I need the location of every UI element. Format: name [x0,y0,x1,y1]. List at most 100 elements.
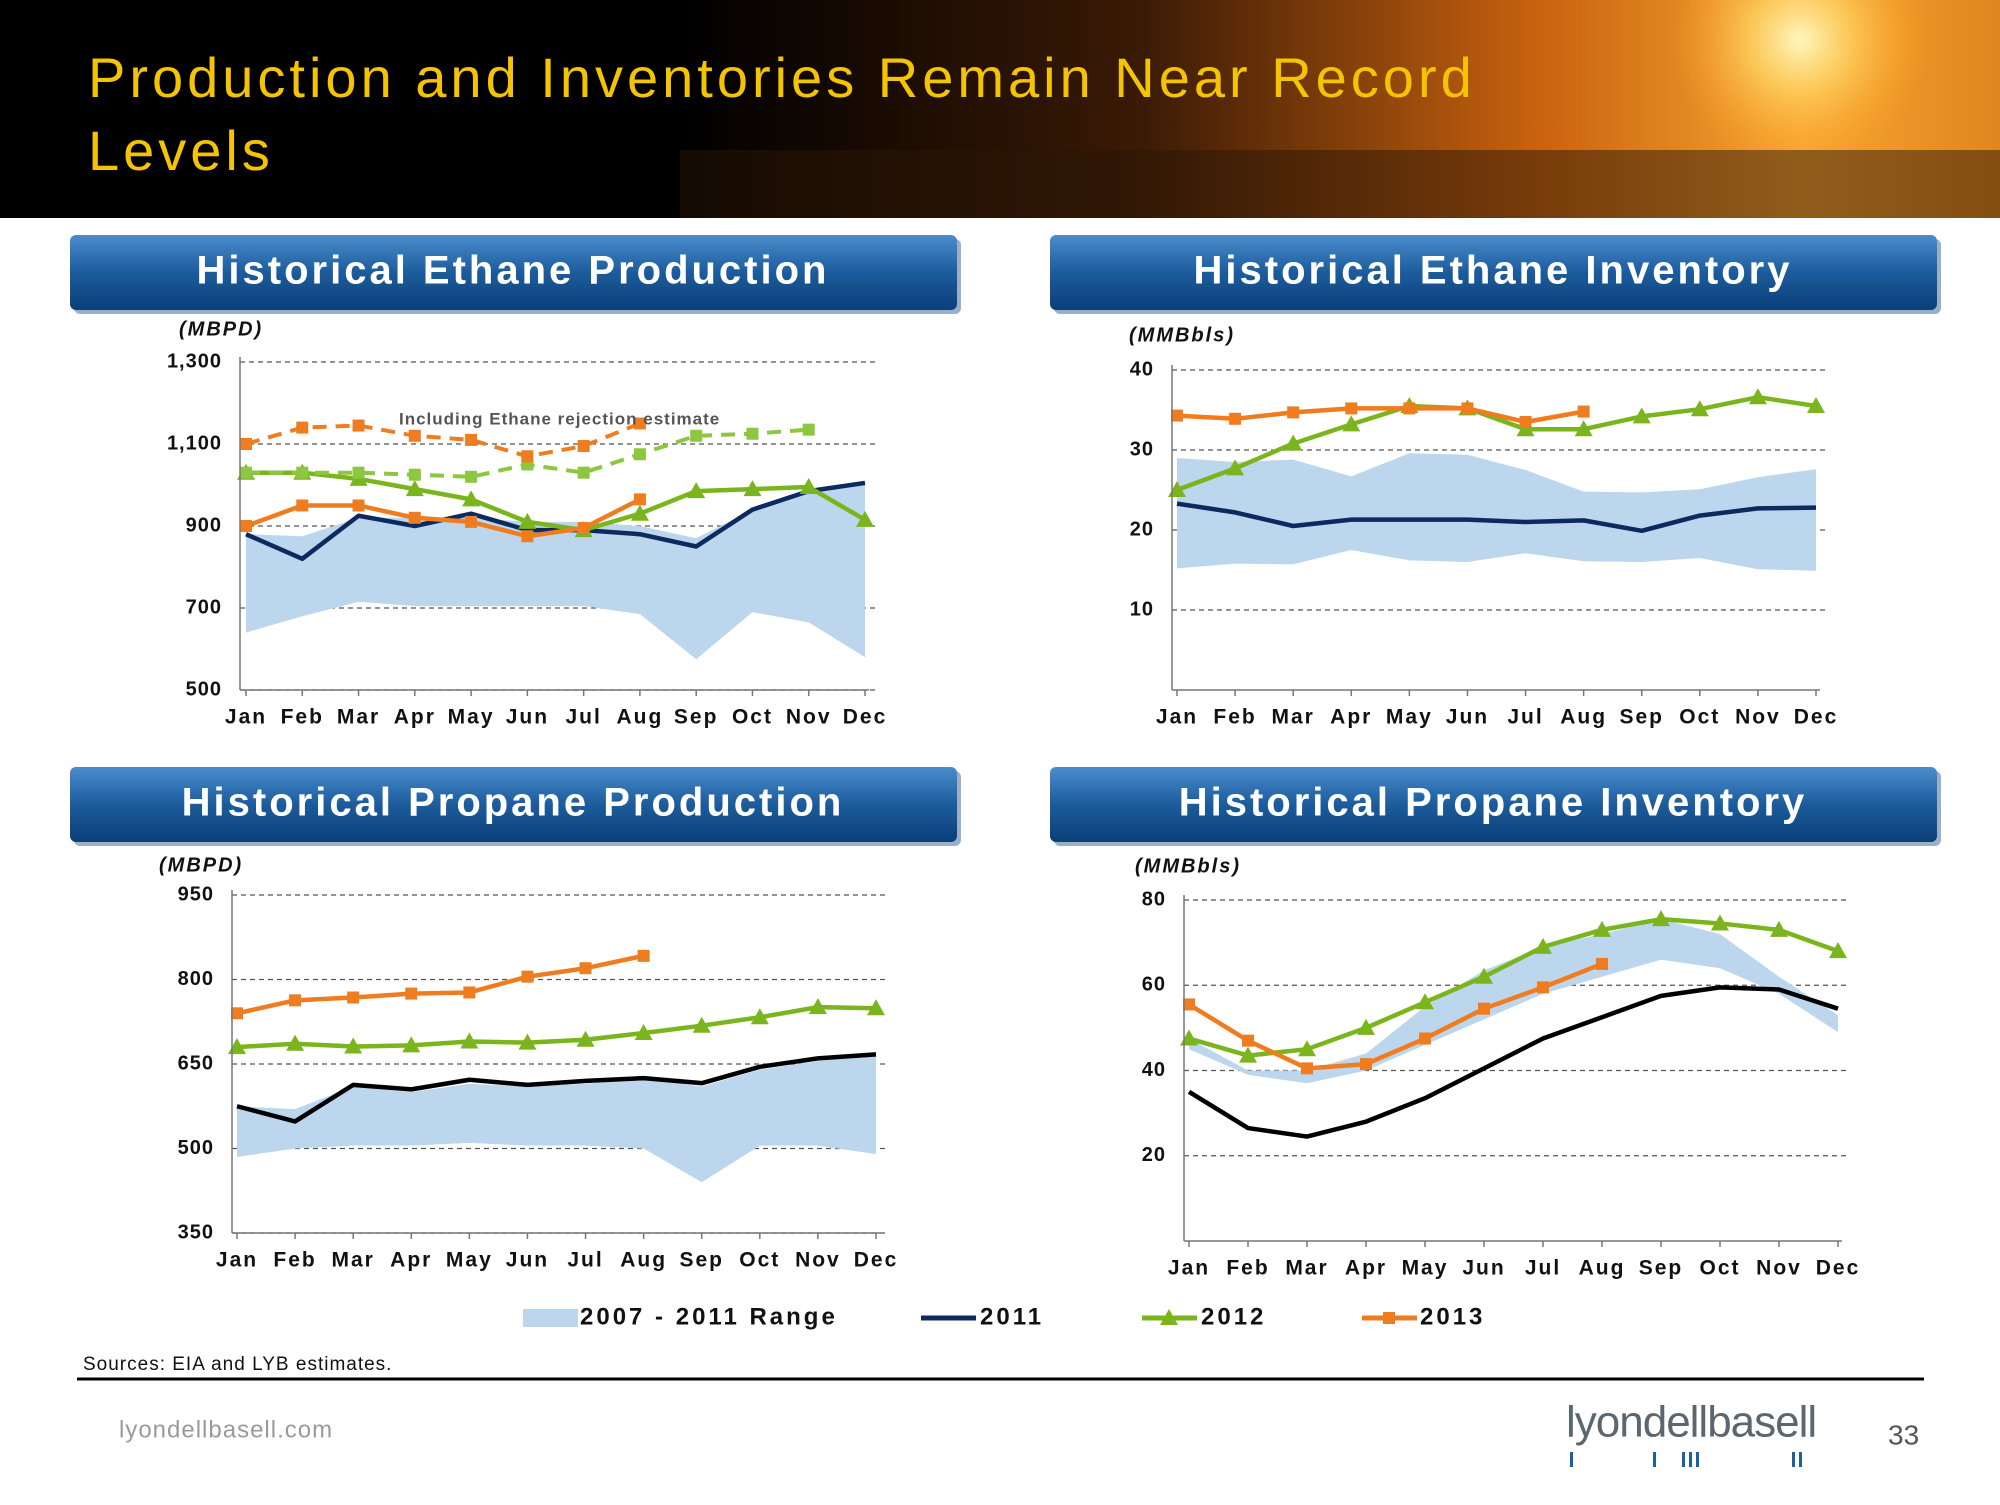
marker [1519,416,1532,428]
marker [286,1034,305,1051]
dashed-line [245,421,641,459]
x-tick-label: Jun [506,706,549,729]
marker [1345,402,1358,415]
marker [1298,1040,1316,1057]
y-tick-label: 800 [178,968,214,990]
marker [1416,993,1434,1010]
marker [746,427,759,440]
x-tick-label: Aug [1560,706,1607,729]
x-tick-label: Apr [394,706,436,729]
range-area [237,1055,876,1183]
x-tick-label: Mar [337,706,380,729]
range-area [1189,919,1838,1084]
sources: Sources: EIA and LYB estimates. [83,1354,392,1375]
marker [344,1037,363,1054]
marker [462,490,481,507]
x-tick-label: Feb [273,1249,316,1272]
x-tick-label: Aug [616,706,663,729]
marker [1183,998,1195,1011]
marker [1284,434,1303,451]
marker [240,520,252,532]
header-sun [1670,0,1930,170]
marker [518,512,537,529]
y-axis-unit: (MBPD) [159,854,243,876]
chart-title: Historical Ethane Production [197,249,830,293]
x-tick-label: Jan [1156,706,1198,729]
marker [460,1032,479,1049]
x-tick-label: Jan [225,706,267,729]
panel-header [70,235,957,310]
x-tick-label: Jul [567,1249,603,1272]
marker [352,466,365,479]
y-tick-label: 350 [178,1221,214,1243]
x-tick-label: May [1402,1257,1449,1280]
marker [1301,1062,1313,1075]
x-tick-label: Jun [1462,1257,1505,1280]
line [1176,406,1585,425]
x-tick-label: Jun [506,1249,549,1272]
x-tick-label: Feb [281,706,324,729]
marker [1287,406,1300,419]
y-tick-label: 950 [178,883,214,905]
marker [465,515,478,528]
marker [1478,1002,1490,1015]
page-number: 33 [1888,1419,1919,1450]
x-tick-label: Jul [565,706,601,729]
legend-label: 2012 [1201,1303,1266,1330]
marker [808,998,827,1015]
marker [634,1024,653,1041]
marker [408,468,421,481]
marker [577,522,590,535]
x-tick-label: Jul [1525,1257,1561,1280]
logo-bars [1570,1452,1802,1467]
marker [1829,942,1847,959]
x-tick-label: Oct [732,706,773,729]
marker [240,466,252,479]
legend-label: 2013 [1420,1303,1485,1330]
marker [1574,420,1593,437]
line [1176,394,1817,493]
line [236,1004,877,1050]
line [236,953,645,1016]
y-tick-label: 1,100 [167,432,222,454]
website: lyondellbasell.com [119,1416,333,1443]
marker [1534,937,1552,954]
x-tick-label: Apr [1330,706,1372,729]
x-tick-label: Mar [1272,706,1315,729]
marker [405,987,418,1000]
marker [405,480,424,497]
marker [1652,910,1670,927]
y-axis-unit: (MMBbls) [1129,324,1235,346]
marker [579,962,592,975]
marker [352,499,365,512]
line [1176,501,1817,534]
marker [518,1033,537,1050]
range-area [246,482,865,660]
logo: lyondellbasell [1566,1398,1816,1447]
marker [1593,920,1611,937]
x-tick-label: Jun [1446,706,1489,729]
marker [1577,405,1590,418]
y-tick-label: 30 [1130,438,1154,460]
marker [1342,415,1361,432]
marker [1242,1034,1254,1047]
x-tick-label: Oct [1699,1257,1740,1280]
marker [1770,920,1788,937]
y-axis-unit: (MMBbls) [1135,855,1241,877]
y-tick-label: 650 [178,1052,214,1074]
marker [1596,957,1608,970]
marker [630,504,649,521]
marker [1171,409,1183,422]
legend-marker [1160,1309,1178,1325]
legend-label: 2011 [980,1303,1044,1330]
y-axis-unit: (MBPD) [179,318,263,340]
marker [1180,1029,1198,1046]
x-tick-label: Aug [1579,1257,1626,1280]
x-tick-label: Apr [390,1249,432,1272]
marker [1229,412,1242,425]
x-tick-label: Mar [332,1249,375,1272]
x-tick-label: Jan [216,1249,258,1272]
marker [1711,914,1729,931]
marker [633,417,646,430]
